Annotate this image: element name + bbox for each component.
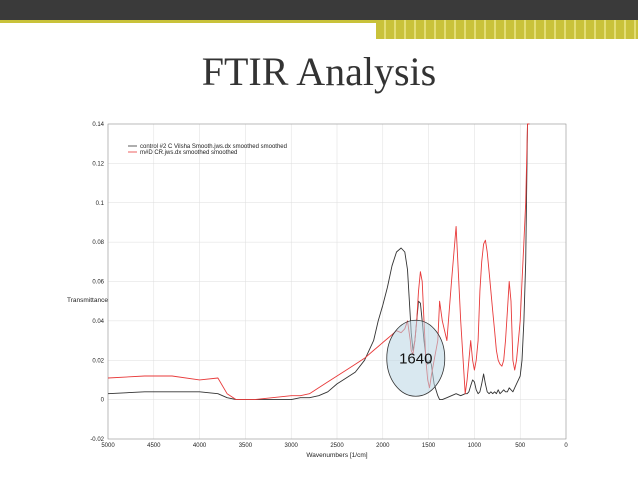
- y-axis-label: Transmittance: [67, 297, 108, 304]
- annotation-label: 1640: [399, 350, 432, 367]
- x-tick-label: 3500: [239, 443, 253, 449]
- y-tick-label: 0.06: [92, 280, 104, 286]
- series-lines: [107, 123, 530, 401]
- y-tick-label: -0.02: [90, 437, 104, 443]
- legend-label-control: control #2 C Vilsha Smooth.jws.dx smooth…: [140, 144, 287, 150]
- x-tick-label: 4500: [147, 443, 161, 449]
- series-line-control: [107, 123, 530, 401]
- x-axis-label: Wavenumbers [1/cm]: [306, 452, 367, 459]
- x-tick-label: 1000: [468, 443, 482, 449]
- annotation: 1640: [386, 319, 446, 397]
- y-tick-label: 0.02: [92, 358, 104, 364]
- slide-title: FTIR Analysis: [201, 49, 437, 94]
- top-bar: [0, 0, 638, 20]
- x-tick-labels: 5000 4500 4000 3500 3000 2500 2000 1500 1000 500 0: [101, 443, 568, 449]
- y-tick-label: 0.12: [92, 161, 104, 167]
- x-tick-label: 3000: [285, 443, 299, 449]
- legend-label-mdcr: m#D CR.jws.dx smoothed smoothed: [140, 150, 237, 156]
- legend: control #2 C Vilsha Smooth.jws.dx smooth…: [128, 144, 287, 156]
- plot-frame: [107, 123, 567, 440]
- y-tick-label: 0.14: [92, 122, 104, 128]
- y-tick-label: 0.1: [96, 201, 105, 207]
- y-tick-labels: -0.02 0 0.02 0.04 0.06 0.08 0.1 0.12 0.14: [90, 122, 104, 443]
- x-tick-label: 4000: [193, 443, 207, 449]
- y-tick-label: 0.08: [92, 240, 104, 246]
- annotation-ellipse: [386, 319, 446, 397]
- x-tick-label: 5000: [101, 443, 115, 449]
- accent-line: [0, 20, 376, 23]
- x-tick-label: 500: [515, 443, 526, 449]
- x-tick-label: 1500: [422, 443, 436, 449]
- x-tick-label: 2000: [376, 443, 390, 449]
- accent-stripe: [376, 20, 638, 39]
- series-line-mdcr: [107, 123, 530, 401]
- y-tick-label: 0.04: [92, 319, 104, 325]
- x-tick-label: 0: [564, 443, 568, 449]
- y-tick-label: 0: [101, 398, 105, 404]
- x-tick-label: 2500: [330, 443, 344, 449]
